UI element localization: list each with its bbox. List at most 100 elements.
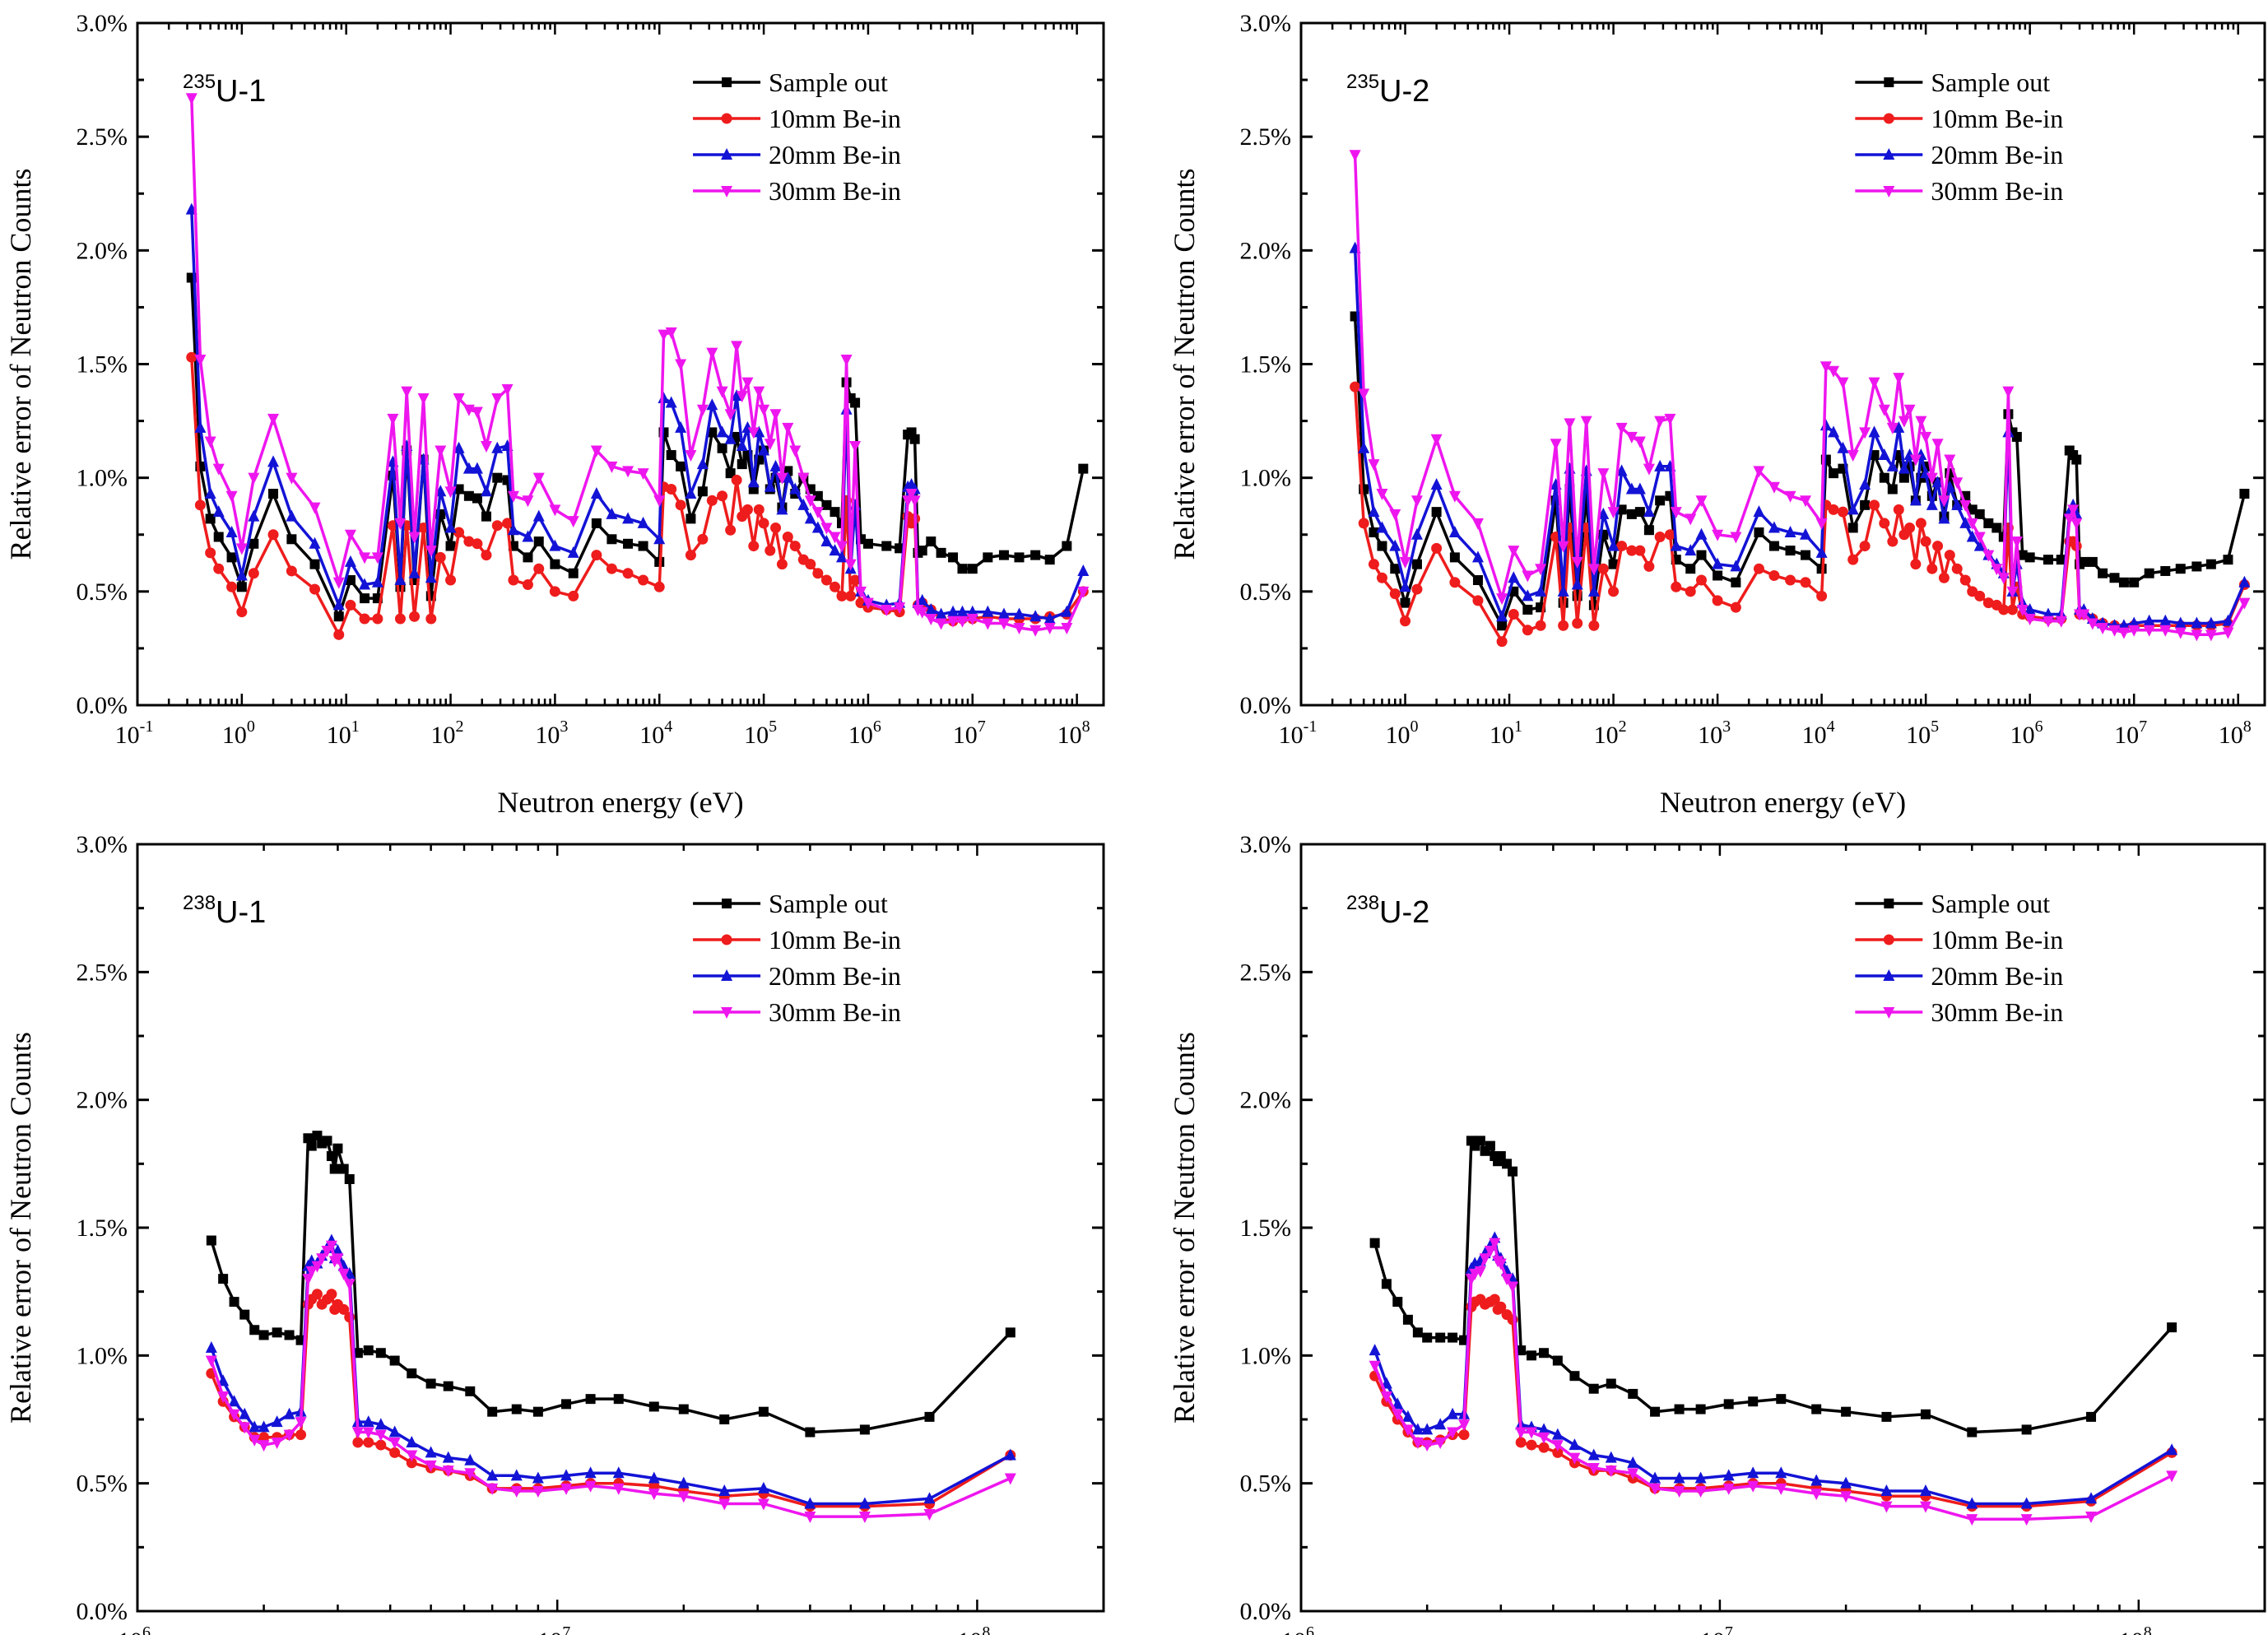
data-point — [309, 559, 320, 569]
data-point — [2024, 613, 2036, 625]
data-point — [1435, 1332, 1446, 1343]
data-point — [1840, 1491, 1852, 1503]
data-point — [1811, 1404, 1822, 1414]
data-point — [782, 532, 793, 543]
y-tick-label: 2.5% — [77, 959, 128, 986]
legend-marker — [1883, 186, 1895, 197]
data-point — [1522, 589, 1534, 602]
data-point — [2020, 1497, 2033, 1509]
data-point — [1951, 498, 1964, 510]
data-point — [249, 538, 259, 549]
data-point — [606, 507, 618, 519]
data-point — [789, 541, 801, 552]
data-point — [637, 516, 649, 528]
data-point — [568, 590, 579, 602]
data-point — [345, 575, 356, 586]
data-point — [394, 613, 406, 625]
x-tick-label: 107 — [2114, 718, 2147, 749]
data-point — [472, 493, 482, 504]
data-point — [2067, 504, 2080, 517]
data-point — [1643, 525, 1654, 536]
legend-marker — [722, 899, 732, 908]
data-point — [333, 629, 345, 640]
data-point — [1043, 611, 1056, 624]
data-point — [332, 1253, 344, 1266]
data-point — [1840, 1476, 1852, 1489]
legend-label: 10mm Be-in — [769, 104, 901, 133]
data-point — [2006, 604, 2018, 615]
data-point — [1551, 1428, 1564, 1440]
data-point — [248, 472, 260, 485]
data-point — [374, 1418, 387, 1430]
data-point — [2118, 577, 2129, 588]
data-point — [862, 538, 873, 549]
x-tick-label: 106 — [1281, 1623, 1314, 1635]
data-point — [533, 563, 545, 574]
data-point — [532, 1406, 543, 1417]
data-point — [359, 613, 370, 625]
series-20mm-be-in — [205, 1233, 1016, 1509]
data-point — [758, 1406, 769, 1417]
data-point — [724, 432, 737, 444]
y-axis-title: Relative error of Neutron Counts — [1168, 169, 1201, 560]
data-point — [1847, 503, 1859, 515]
data-point — [2191, 616, 2203, 629]
legend-item: Sample out — [1855, 67, 2050, 97]
data-point — [1411, 527, 1423, 540]
x-tick-label: 102 — [431, 718, 464, 749]
data-point — [997, 607, 1010, 620]
y-tick-label: 3.0% — [1240, 10, 1292, 37]
data-point — [584, 1480, 597, 1493]
data-point — [967, 564, 978, 574]
data-point — [1474, 1266, 1486, 1278]
data-point — [1616, 504, 1627, 515]
data-point — [936, 547, 946, 558]
data-point — [757, 1481, 769, 1493]
data-point — [229, 1297, 239, 1308]
data-point — [2205, 629, 2217, 642]
data-point — [532, 1471, 544, 1484]
data-point — [453, 527, 465, 538]
data-point — [1616, 541, 1628, 552]
data-point — [206, 1235, 216, 1246]
data-point — [2129, 577, 2140, 588]
data-point — [844, 559, 857, 571]
data-point — [507, 523, 519, 536]
data-point — [737, 459, 747, 470]
data-point — [1448, 490, 1461, 503]
x-tick-label: 106 — [2010, 718, 2043, 749]
data-point — [805, 559, 816, 570]
series-line — [210, 1134, 1012, 1434]
data-point — [935, 607, 947, 620]
x-tick-label: 108 — [2119, 1623, 2152, 1635]
data-point — [453, 484, 464, 495]
data-point — [344, 529, 356, 541]
data-point — [1800, 527, 1812, 540]
data-point — [1447, 1427, 1459, 1439]
y-tick-label: 2.0% — [1240, 1087, 1292, 1114]
data-point — [1998, 604, 2010, 615]
data-point — [1847, 554, 1859, 565]
data-point — [1649, 1471, 1661, 1484]
data-point — [1713, 570, 1723, 581]
data-point — [567, 516, 579, 528]
data-point — [522, 495, 534, 508]
y-axis-title: Relative error of Neutron Counts — [4, 169, 37, 560]
data-point — [1959, 499, 1972, 512]
series-line — [1373, 1241, 2173, 1521]
data-point — [1920, 1409, 1931, 1419]
data-point — [1674, 1404, 1685, 1414]
data-point — [1685, 544, 1697, 556]
data-point — [1815, 546, 1828, 558]
data-point — [1569, 1452, 1581, 1465]
y-tick-label: 2.5% — [77, 123, 128, 151]
data-point — [204, 487, 216, 499]
data-point — [1837, 441, 1849, 453]
panel-label: 235U-2 — [1346, 71, 1429, 109]
data-point — [1587, 564, 1600, 576]
chart-panel-u238-1: 0.0%0.5%1.0%1.5%2.0%2.5%3.0%106107108Neu… — [4, 831, 1105, 1635]
data-point — [716, 386, 728, 398]
x-tick-label: 10-1 — [1279, 718, 1318, 749]
data-point — [665, 396, 677, 408]
data-point — [1538, 1423, 1550, 1435]
